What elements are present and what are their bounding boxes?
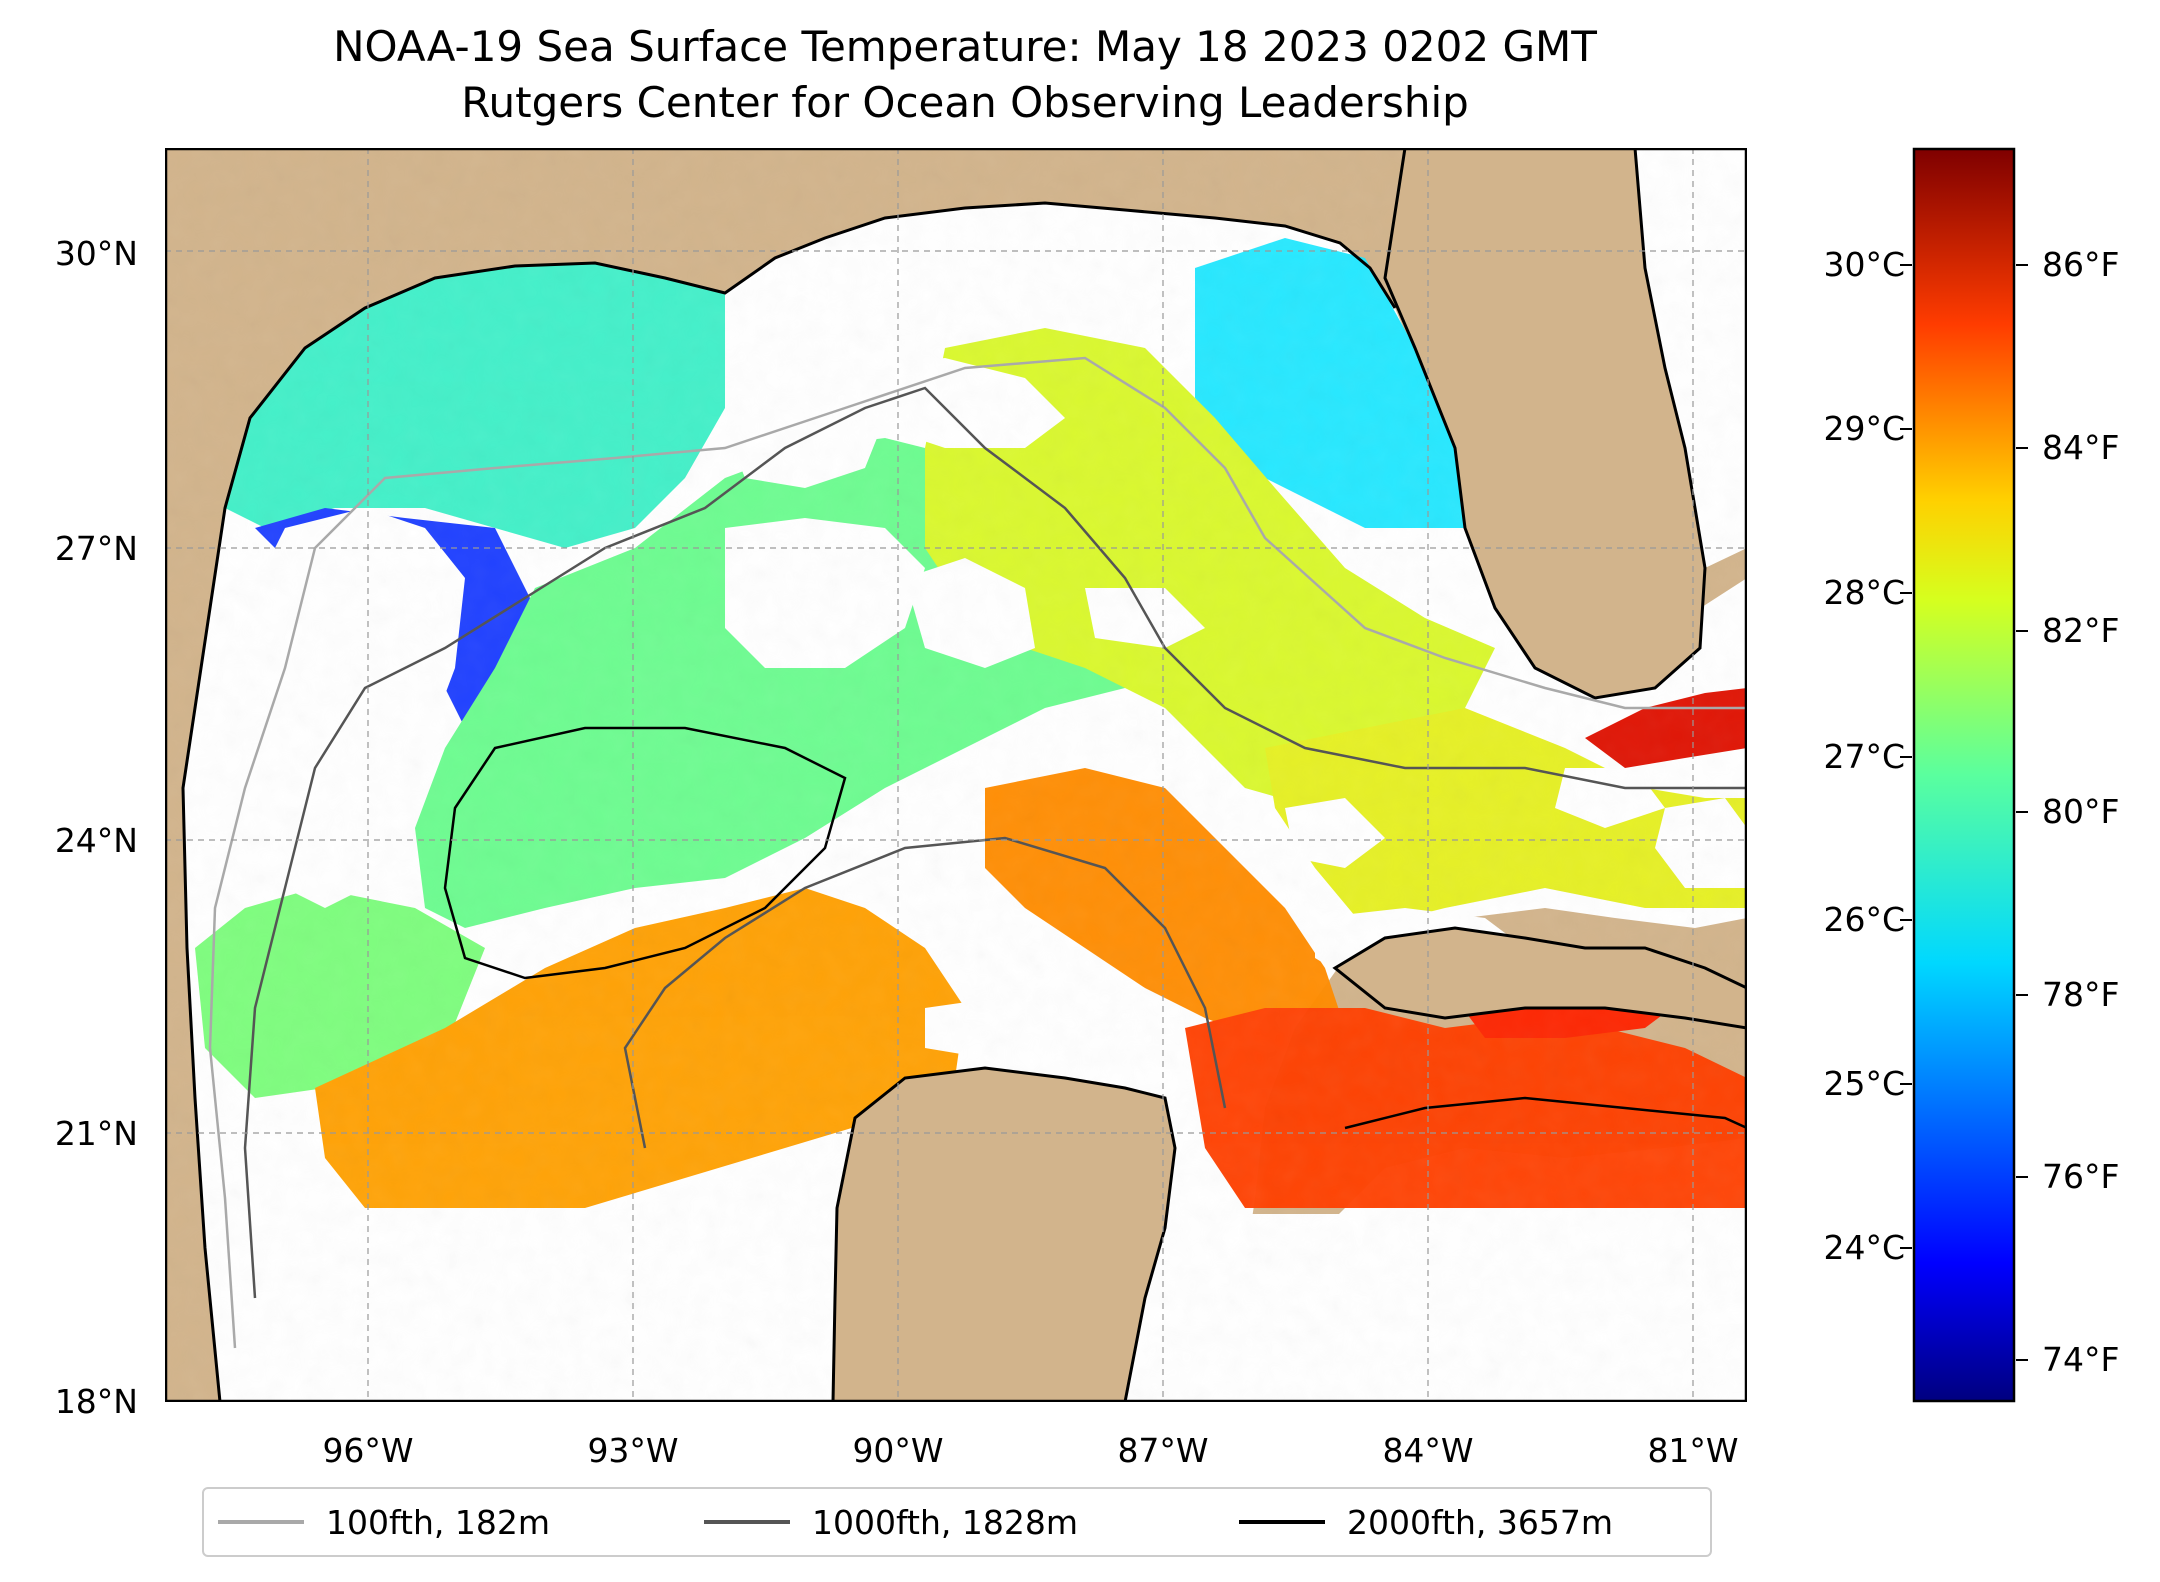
contour-2000fth-east xyxy=(1344,1096,1747,1130)
lat-tick-21n: 21°N xyxy=(54,1114,138,1153)
cb-celsius-24: 24°C xyxy=(1823,1228,1905,1267)
cb-celsius-28: 28°C xyxy=(1823,573,1905,612)
cb-fahrenheit-84: 84°F xyxy=(2042,428,2120,467)
contour-1000fth xyxy=(243,386,1747,1299)
legend-swatch-100fth xyxy=(218,1520,304,1524)
legend-item-2000fth: 2000fth, 3657m xyxy=(1239,1489,1613,1555)
cb-fahrenheit-74: 74°F xyxy=(2042,1340,2120,1379)
gridlines xyxy=(165,148,1747,1402)
figure-title: NOAA-19 Sea Surface Temperature: May 18 … xyxy=(333,22,1597,71)
cuba-island xyxy=(1332,926,1747,1030)
legend-item-1000fth: 1000fth, 1828m xyxy=(704,1489,1078,1555)
contour-100fth xyxy=(208,356,1747,1349)
cb-fahrenheit-82: 82°F xyxy=(2042,611,2120,650)
lon-tick-96w: 96°W xyxy=(322,1431,414,1470)
cb-celsius-30: 30°C xyxy=(1823,245,1905,284)
lat-tick-24n: 24°N xyxy=(54,821,138,860)
legend-label-100fth: 100fth, 182m xyxy=(326,1502,550,1542)
legend-item-100fth: 100fth, 182m xyxy=(218,1489,550,1555)
lon-tick-81w: 81°W xyxy=(1647,1431,1739,1470)
lat-tick-30n: 30°N xyxy=(54,234,138,273)
cb-celsius-26: 26°C xyxy=(1823,900,1905,939)
figure-subtitle: Rutgers Center for Ocean Observing Leade… xyxy=(461,78,1469,127)
legend-label-2000fth: 2000fth, 3657m xyxy=(1347,1502,1613,1542)
gulf-coastline xyxy=(181,201,1397,1402)
lon-tick-84w: 84°W xyxy=(1382,1431,1474,1470)
yucatan-peninsula xyxy=(831,1066,1177,1402)
cb-fahrenheit-80: 80°F xyxy=(2042,792,2120,831)
florida-tip xyxy=(1383,148,1707,700)
depth-legend: 100fth, 182m 1000fth, 1828m 2000fth, 365… xyxy=(202,1487,1712,1557)
contour-2000fth xyxy=(443,726,847,980)
sst-map xyxy=(165,148,1747,1402)
lon-tick-87w: 87°W xyxy=(1117,1431,1209,1470)
cb-celsius-29: 29°C xyxy=(1823,409,1905,448)
colorbar-ticks xyxy=(1900,264,2028,1361)
legend-swatch-1000fth xyxy=(704,1520,790,1524)
cb-celsius-27: 27°C xyxy=(1823,737,1905,776)
cb-fahrenheit-76: 76°F xyxy=(2042,1157,2120,1196)
cb-fahrenheit-78: 78°F xyxy=(2042,975,2120,1014)
lon-tick-90w: 90°W xyxy=(852,1431,944,1470)
colorbar xyxy=(1912,147,2016,1403)
lat-tick-18n: 18°N xyxy=(54,1382,138,1421)
cb-fahrenheit-86: 86°F xyxy=(2042,245,2120,284)
contour-1000fth-south xyxy=(623,836,1227,1149)
lat-tick-27n: 27°N xyxy=(54,529,138,568)
legend-label-1000fth: 1000fth, 1828m xyxy=(812,1502,1078,1542)
depth-contours xyxy=(208,356,1747,1349)
cb-celsius-25: 25°C xyxy=(1823,1064,1905,1103)
legend-swatch-2000fth xyxy=(1239,1520,1325,1524)
lon-tick-93w: 93°W xyxy=(587,1431,679,1470)
